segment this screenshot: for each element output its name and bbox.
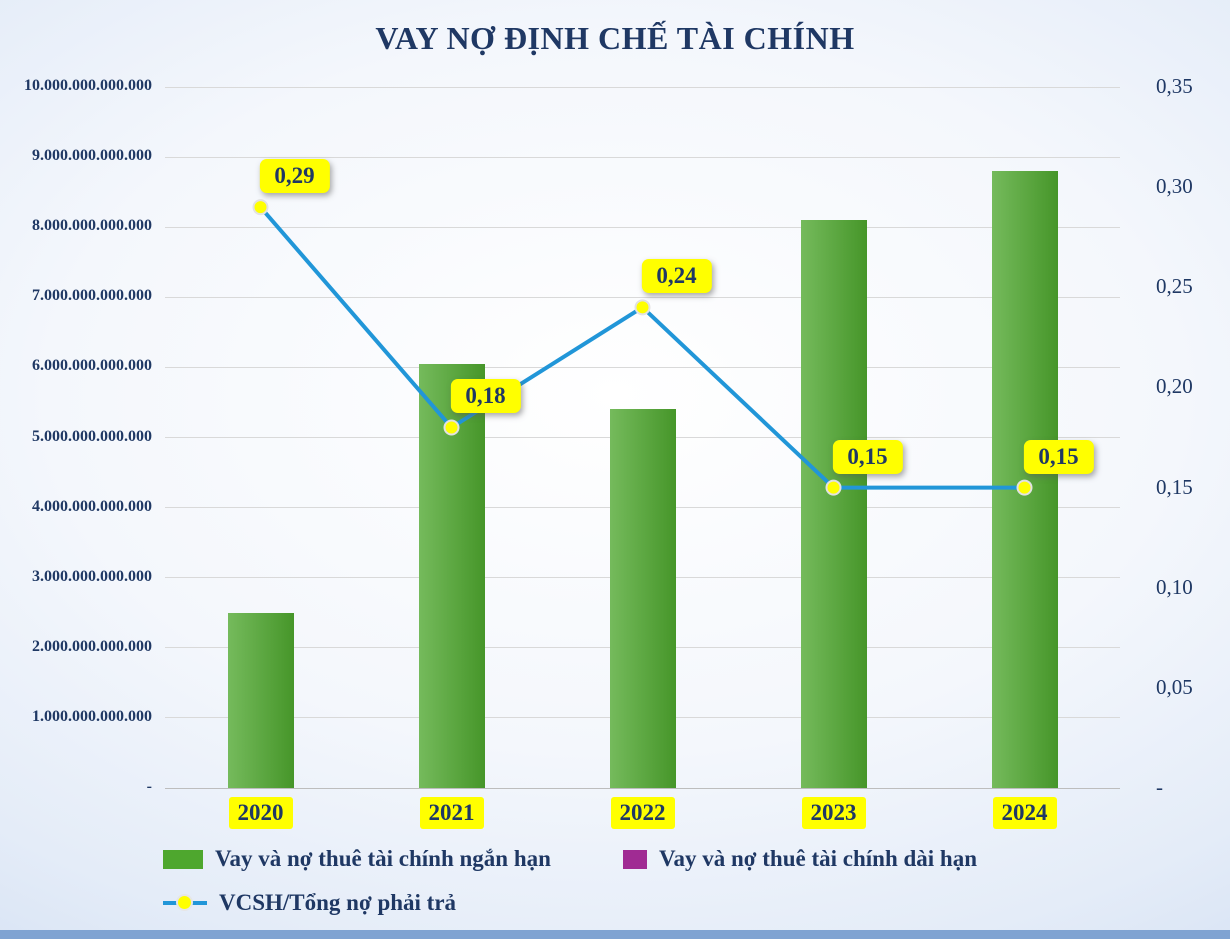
left-axis-tick-label: 8.000.000.000.000: [32, 217, 152, 235]
right-axis-tick-label: 0,20: [1156, 374, 1193, 399]
right-axis: 0,35 0,30 0,25 0,20 0,15 0,10 0,05 -: [1156, 74, 1226, 799]
gridline: [165, 366, 1120, 368]
ratio-line: [258, 205, 1027, 490]
ratio-point-marker-2022: [634, 299, 651, 316]
right-axis-tick-label: 0,35: [1156, 74, 1193, 98]
x-axis-line: [165, 787, 1120, 789]
legend-label-long-term-debt: Vay và nợ thuê tài chính dài hạn: [659, 846, 978, 871]
ratio-point-marker-2024: [1016, 479, 1033, 496]
left-axis-tick-label: 1.000.000.000.000: [32, 707, 152, 725]
ratio-point-marker-2020: [252, 199, 269, 216]
x-axis-label-2023: 2023: [801, 797, 866, 829]
chart-title: VAY NỢ ĐỊNH CHẾ TÀI CHÍNH: [375, 20, 855, 56]
bar-2023: [800, 220, 867, 788]
right-axis-tick-label: 0,25: [1156, 274, 1193, 299]
green-bar-swatch-icon: [163, 849, 203, 869]
legend: Vay và nợ thuê tài chính ngắn hạn Vay và…: [163, 846, 1173, 934]
right-axis-tick-label: 0,15: [1156, 474, 1193, 499]
x-axis-label-2022: 2022: [610, 797, 675, 829]
bar-2024: [991, 171, 1058, 788]
left-axis-tick-label: 4.000.000.000.000: [32, 497, 152, 515]
plot-area: 0,29 0,18 0,24 0,15 0,15: [165, 86, 1120, 789]
magenta-bar-swatch-icon: [623, 849, 647, 869]
bar-2022: [609, 409, 676, 788]
gridline: [165, 226, 1120, 228]
ratio-point-label-2024: 0,15: [1023, 439, 1094, 474]
left-axis-tick-label: 3.000.000.000.000: [32, 567, 152, 585]
x-axis: 2020 2021 2022 2023 2024: [165, 797, 1120, 839]
left-axis-tick-label: 9.000.000.000.000: [32, 147, 152, 165]
ratio-point-marker-2023: [825, 479, 842, 496]
bar-2020: [227, 612, 294, 788]
right-axis-tick-label: -: [1156, 775, 1163, 799]
left-axis-tick-label: 10.000.000.000.000: [24, 77, 152, 94]
bottom-edge-strip: [0, 930, 1230, 939]
x-axis-label-2024: 2024: [992, 797, 1057, 829]
line-marker-swatch-icon: [163, 893, 207, 913]
right-axis-tick-label: 0,30: [1156, 174, 1193, 199]
legend-item-equity-ratio: VCSH/Tổng nợ phải trả: [163, 890, 456, 916]
ratio-point-label-2020: 0,29: [259, 159, 330, 194]
ratio-line-chart: [252, 199, 1033, 496]
x-axis-label-2020: 2020: [228, 797, 293, 829]
ratio-point-label-2023: 0,15: [832, 439, 903, 474]
left-axis-tick-label: -: [146, 778, 152, 795]
gridline: [165, 86, 1120, 88]
legend-label-equity-ratio: VCSH/Tổng nợ phải trả: [219, 890, 457, 915]
x-axis-label-2021: 2021: [419, 797, 484, 829]
gridline: [165, 296, 1120, 298]
right-axis-tick-label: 0,05: [1156, 674, 1193, 699]
ratio-point-label-2021: 0,18: [450, 379, 521, 414]
right-axis-tick-label: 0,10: [1156, 574, 1193, 599]
gridline: [165, 156, 1120, 158]
ratio-point-marker-2021: [443, 419, 460, 436]
left-axis-tick-label: 6.000.000.000.000: [32, 357, 152, 375]
legend-item-short-term-debt: Vay và nợ thuê tài chính ngắn hạn: [163, 846, 551, 872]
left-axis-tick-label: 2.000.000.000.000: [32, 637, 152, 655]
left-axis: 10.000.000.000.000 9.000.000.000.000 8.000…: [0, 77, 152, 795]
left-axis-tick-label: 7.000.000.000.000: [32, 287, 152, 305]
legend-label-short-term-debt: Vay và nợ thuê tài chính ngắn hạn: [215, 846, 551, 871]
legend-item-long-term-debt: Vay và nợ thuê tài chính dài hạn: [623, 846, 977, 872]
line-swatch-dot-icon: [176, 894, 193, 911]
ratio-point-label-2022: 0,24: [641, 259, 712, 294]
left-axis-tick-label: 5.000.000.000.000: [32, 427, 152, 445]
